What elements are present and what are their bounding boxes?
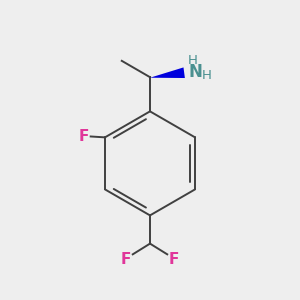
Text: H: H xyxy=(202,69,212,82)
Text: F: F xyxy=(121,252,131,267)
Text: H: H xyxy=(188,54,197,67)
Polygon shape xyxy=(150,68,185,78)
Text: F: F xyxy=(79,129,89,144)
Text: N: N xyxy=(188,63,203,81)
Text: F: F xyxy=(169,252,179,267)
